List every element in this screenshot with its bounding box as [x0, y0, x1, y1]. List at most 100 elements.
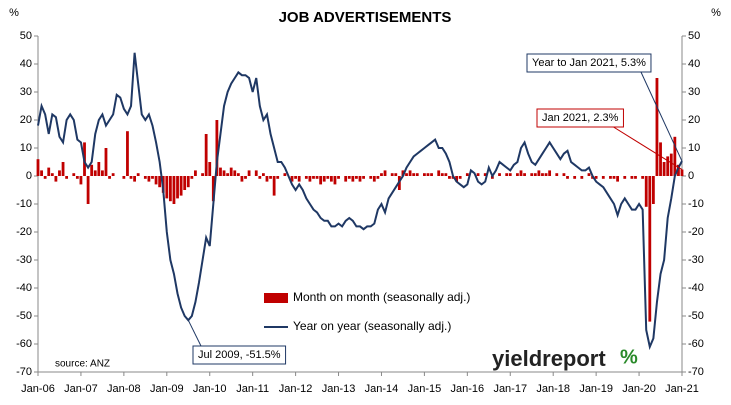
y-tick-label: -50 [16, 310, 32, 322]
bar [455, 176, 458, 182]
x-tick-label: Jan-15 [408, 383, 442, 395]
y-tick-label: 0 [26, 170, 32, 182]
bar [319, 176, 323, 185]
bar [669, 153, 673, 176]
bar [36, 159, 40, 176]
bar [408, 170, 412, 176]
bar [154, 176, 158, 185]
bar [133, 176, 136, 182]
bar [587, 173, 591, 176]
bar [426, 173, 430, 176]
bar [329, 176, 333, 182]
bar [93, 170, 97, 176]
y-tick-label: 10 [20, 142, 32, 154]
x-tick-label: Jan-12 [279, 383, 313, 395]
x-tick-label: Jan-10 [193, 383, 227, 395]
bar [609, 176, 612, 179]
bar [358, 176, 362, 182]
y-tick-label: -40 [16, 282, 32, 294]
bar [58, 170, 61, 176]
bar [376, 176, 380, 179]
bar [204, 134, 208, 176]
bar [612, 176, 616, 179]
annotation-connector [640, 71, 683, 162]
bar [412, 173, 416, 176]
bar [312, 176, 315, 179]
bar [362, 176, 365, 179]
bar [465, 173, 469, 176]
y-tick-label: 30 [20, 86, 32, 98]
source: source: ANZ [55, 359, 110, 370]
y2-tick-label: 20 [688, 114, 700, 126]
logo: yieldreport [492, 346, 606, 371]
bar [666, 156, 670, 176]
bar [430, 173, 433, 176]
bar [662, 162, 666, 176]
bar [644, 176, 648, 207]
bar [337, 176, 340, 179]
bar [476, 173, 480, 176]
logo-symbol: % [620, 346, 638, 368]
bar [183, 176, 187, 190]
bar [283, 173, 287, 176]
annotation-box [192, 345, 287, 365]
bar [437, 170, 441, 176]
x-tick-label: Jan-11 [236, 383, 269, 395]
y-tick-label: -10 [16, 198, 32, 210]
bar [147, 176, 151, 182]
bar [194, 170, 197, 176]
bar [344, 176, 348, 182]
bar [530, 173, 534, 176]
bar [544, 173, 548, 176]
annotation: Jan 2021, 2.3% [542, 112, 619, 124]
bar [623, 176, 627, 179]
bar [47, 167, 51, 176]
bar [648, 176, 652, 322]
bar [562, 173, 566, 176]
bar [369, 176, 373, 179]
bar [236, 173, 240, 176]
x-tick-label: Jan-16 [451, 383, 485, 395]
bar [258, 176, 262, 179]
bar [222, 170, 226, 176]
y-label: % [9, 7, 19, 19]
bar [86, 176, 90, 204]
x-tick-label: Jan-07 [64, 383, 98, 395]
bar [333, 176, 337, 185]
bar [158, 176, 162, 188]
y2-tick-label: -20 [688, 226, 704, 238]
bar [101, 170, 104, 176]
bar [143, 176, 147, 179]
bar [523, 173, 526, 176]
bar [566, 176, 569, 179]
legend-label: Year on year (seasonally adj.) [293, 319, 451, 333]
annotation-connector [613, 126, 683, 170]
bar [440, 173, 444, 176]
y-tick-label: -20 [16, 226, 32, 238]
bar [108, 176, 111, 179]
bar [294, 176, 297, 179]
bar [172, 176, 176, 204]
bar [151, 176, 154, 179]
annotation-box [536, 108, 624, 128]
x-tick-label: Jan-21 [665, 383, 699, 395]
bar [75, 176, 79, 179]
x-tick-label: Jan-20 [622, 383, 656, 395]
bar [233, 170, 237, 176]
bar [355, 176, 358, 179]
bar [111, 173, 115, 176]
bar [673, 136, 677, 176]
bar [641, 176, 645, 179]
x-tick-label: Jan-06 [21, 383, 55, 395]
x-tick-label: Jan-09 [150, 383, 184, 395]
y2-tick-label: -10 [688, 198, 704, 210]
bar [290, 176, 294, 182]
bar [54, 176, 58, 182]
bar [498, 173, 501, 176]
y-tick-label: -60 [16, 338, 32, 350]
bar [541, 173, 544, 176]
y2-label: % [711, 7, 721, 19]
bar [444, 173, 448, 176]
bar [347, 176, 351, 179]
